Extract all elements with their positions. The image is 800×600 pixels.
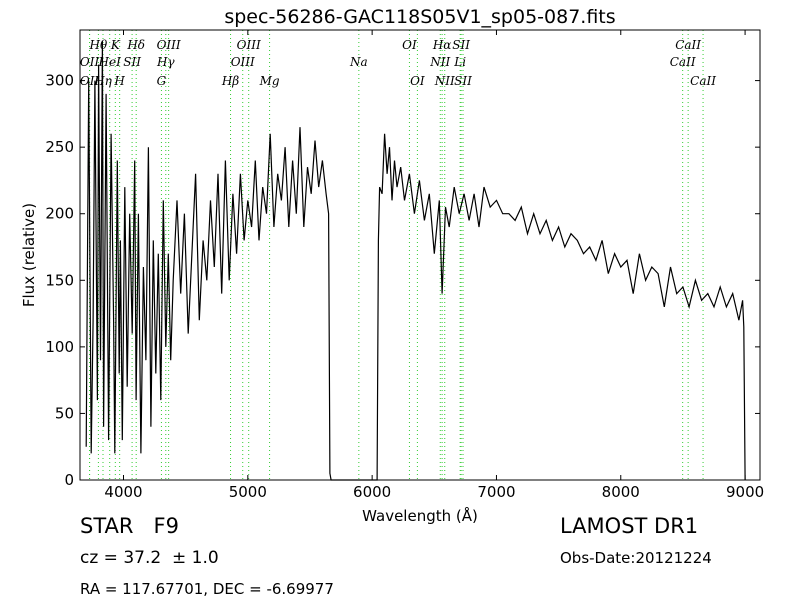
x-tick-label: 8000 — [602, 483, 640, 501]
spectral-line-markers — [89, 30, 704, 480]
spectral-line-label: OI — [402, 38, 417, 52]
y-axis-label: Flux (relative) — [20, 203, 38, 307]
object-class: STAR F9 — [80, 514, 179, 538]
y-tick-label: 50 — [55, 404, 74, 422]
spectral-line-label: Li — [453, 55, 466, 69]
spectral-line-label: SII — [454, 74, 472, 88]
x-tick-label: 7000 — [477, 483, 515, 501]
x-tick-label: 5000 — [229, 483, 267, 501]
spectral-line-label: CaII — [670, 55, 696, 69]
plot-frame — [79, 29, 761, 481]
survey-name: LAMOST DR1 — [560, 514, 699, 538]
spectral-line-label: NII — [429, 55, 450, 69]
spectral-line-label: G — [157, 74, 167, 88]
spectral-line-label: OI — [410, 74, 425, 88]
spectral-line-label: SII — [452, 38, 470, 52]
redshift-value: cz = 37.2 ± 1.0 — [80, 548, 219, 568]
spectral-line-label: Hα — [432, 38, 452, 52]
x-tick-label: 6000 — [353, 483, 391, 501]
spectral-line-label: Hβ — [221, 74, 239, 88]
spectral-line-label: Mg — [259, 74, 280, 88]
observation-date: Obs-Date:20121224 — [560, 549, 712, 567]
spectral-line-label: H — [113, 74, 125, 88]
spectral-line-label: CaII — [675, 38, 701, 52]
y-tick-label: 200 — [45, 205, 74, 223]
spectral-line-label: Na — [349, 55, 368, 69]
spectral-line-label: CaII — [690, 74, 716, 88]
y-tick-label: 300 — [45, 72, 74, 90]
x-axis-ticks: 4000 5000 6000 7000 8000 9000 — [104, 30, 764, 501]
flux-series — [85, 40, 746, 481]
x-tick-label: 4000 — [104, 483, 142, 501]
flux-line — [85, 40, 746, 481]
spectral-line-label: Hγ — [156, 55, 175, 69]
x-tick-label: 9000 — [726, 483, 764, 501]
x-axis-label: Wavelength (Å) — [362, 506, 478, 525]
spectral-line-label: OIII — [157, 38, 181, 52]
spectral-line-label: SII — [123, 55, 141, 69]
spectral-line-label: NII — [434, 74, 455, 88]
y-tick-label: 250 — [45, 138, 74, 156]
spectral-line-label: HeI — [98, 55, 122, 69]
spectral-line-label: Hθ — [89, 38, 108, 52]
spectral-line-label: OIII — [237, 38, 261, 52]
spectral-line-label: K — [110, 38, 121, 52]
coordinates: RA = 117.67701, DEC = -6.69977 — [80, 580, 334, 598]
y-tick-label: 0 — [64, 471, 74, 489]
spectral-line-label: OII — [80, 55, 100, 69]
y-axis-ticks: 0 50 100 150 200 250 300 — [45, 72, 760, 489]
spectral-line-label: OIII — [231, 55, 255, 69]
spectral-line-label: Hδ — [126, 38, 145, 52]
y-tick-label: 150 — [45, 271, 74, 289]
chart-title: spec-56286-GAC118S05V1_sp05-087.fits — [224, 6, 615, 28]
y-tick-label: 100 — [45, 338, 74, 356]
